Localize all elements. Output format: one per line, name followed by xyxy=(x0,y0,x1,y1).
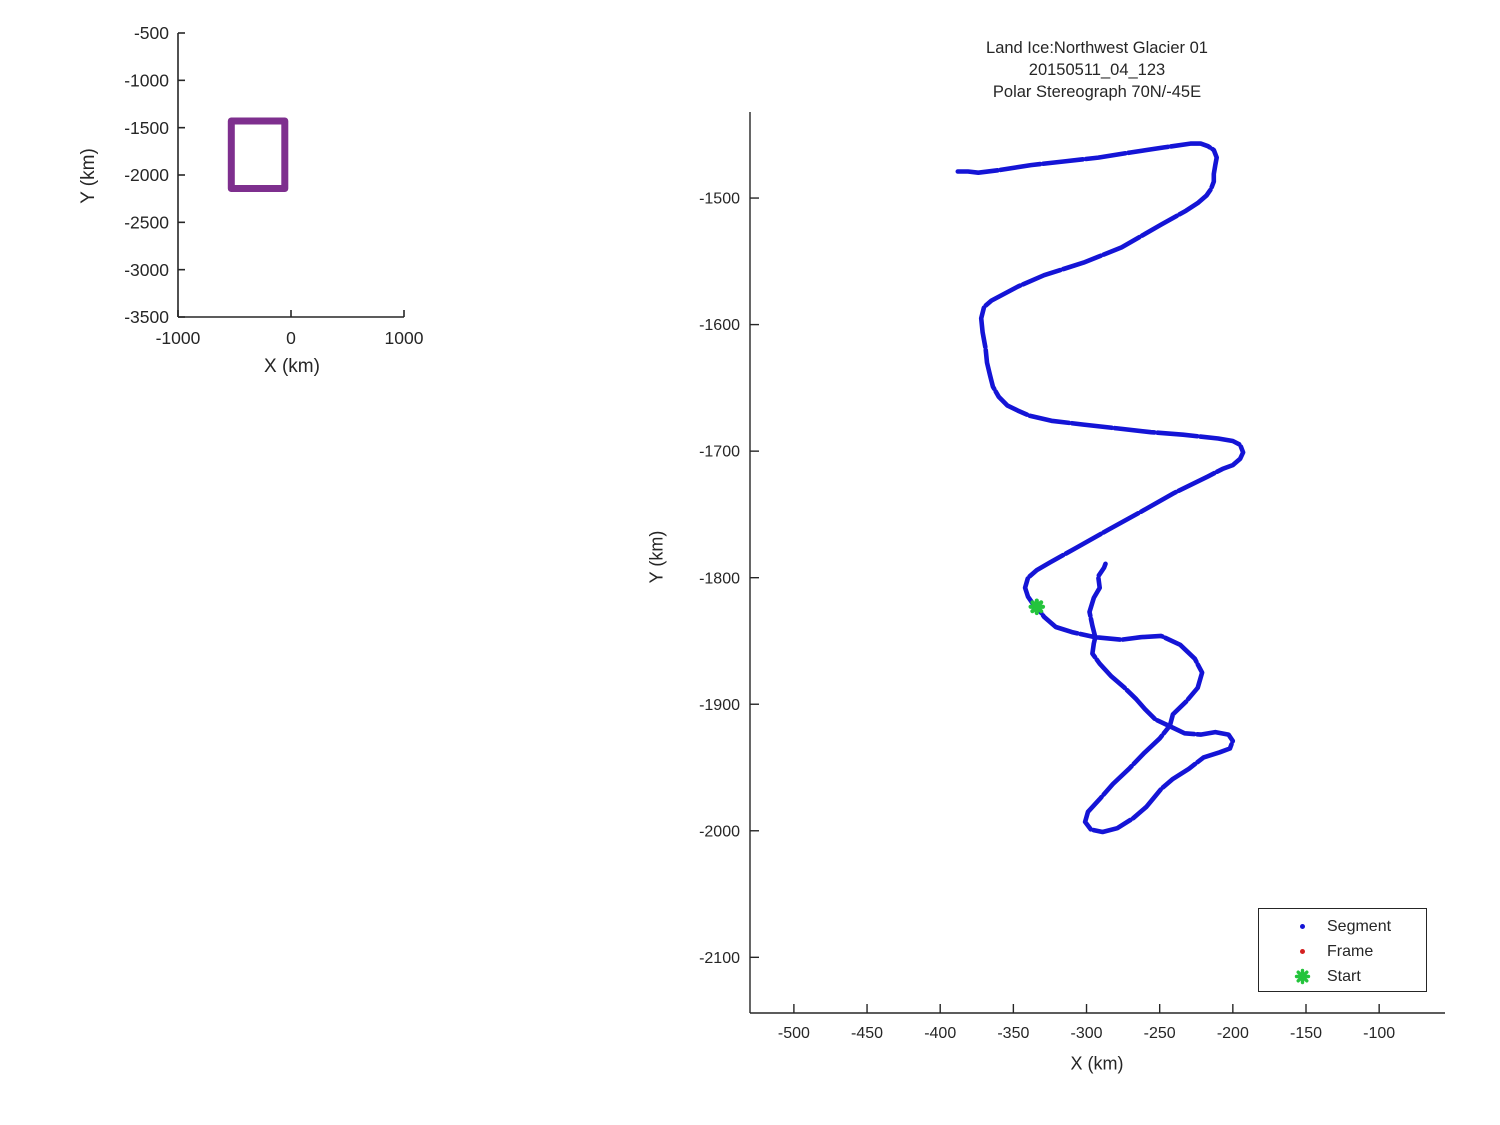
overview-x-tick-label: 1000 xyxy=(385,328,424,348)
legend: Segment Frame Start xyxy=(1258,908,1427,992)
main-title-line-2: 20150511_04_123 xyxy=(1028,61,1166,79)
main-x-tick-label: -400 xyxy=(924,1025,956,1042)
overview-y-tick-label: -1500 xyxy=(124,118,169,138)
main-y-axis-label: Y (km) xyxy=(646,530,667,584)
overview-y-tick-label: -3000 xyxy=(124,260,169,280)
overview-y-tick-label: -500 xyxy=(134,23,169,43)
segment-dot-icon xyxy=(1289,924,1315,929)
legend-item-segment: Segment xyxy=(1259,914,1426,939)
main-track-path xyxy=(955,141,1246,835)
legend-label-segment: Segment xyxy=(1327,917,1392,935)
legend-label-frame: Frame xyxy=(1327,942,1374,960)
overview-map-extent-rectangle xyxy=(227,117,289,192)
main-y-tick-label: -1800 xyxy=(699,570,740,587)
overview-y-tick-label: -2500 xyxy=(124,212,169,232)
main-x-tick-label: -200 xyxy=(1217,1025,1249,1042)
main-x-tick-label: -250 xyxy=(1144,1025,1176,1042)
main-plot-title: Land Ice:Northwest Glacier 01 20150511_0… xyxy=(797,37,1397,103)
legend-item-frame: Frame xyxy=(1259,939,1426,964)
start-marker xyxy=(1030,600,1044,614)
main-x-tick-label: -150 xyxy=(1290,1025,1322,1042)
overview-y-tick-label: -2000 xyxy=(124,165,169,185)
overview-x-tick-label: 0 xyxy=(286,328,296,348)
overview-x-tick-label: -1000 xyxy=(156,328,201,348)
main-x-tick-label: -350 xyxy=(997,1025,1029,1042)
frame-dot-icon xyxy=(1289,949,1315,954)
main-x-tick-label: -100 xyxy=(1363,1025,1395,1042)
main-y-tick-label: -2100 xyxy=(699,950,740,967)
main-y-tick-label: -1500 xyxy=(699,191,740,208)
main-x-tick-label: -500 xyxy=(778,1025,810,1042)
main-title-line-1: Land Ice:Northwest Glacier 01 xyxy=(986,39,1208,57)
main-title-line-3: Polar Stereograph 70N/-45E xyxy=(992,83,1202,101)
legend-item-start: Start xyxy=(1259,964,1426,989)
main-y-tick-label: -1900 xyxy=(699,697,740,714)
main-x-tick-label: -300 xyxy=(1071,1025,1103,1042)
main-y-tick-label: -1700 xyxy=(699,444,740,461)
start-star-icon xyxy=(1289,968,1315,985)
main-y-tick-label: -2000 xyxy=(699,823,740,840)
main-x-axis-label: X (km) xyxy=(1070,1053,1124,1074)
main-y-tick-label: -1600 xyxy=(699,317,740,334)
main-x-tick-label: -450 xyxy=(851,1025,883,1042)
overview-y-tick-label: -3500 xyxy=(124,307,169,327)
overview-y-axis-label: Y (km) xyxy=(78,148,99,204)
legend-label-start: Start xyxy=(1327,967,1361,985)
overview-x-axis-label: X (km) xyxy=(264,356,320,377)
overview-y-tick-label: -1000 xyxy=(124,70,169,90)
